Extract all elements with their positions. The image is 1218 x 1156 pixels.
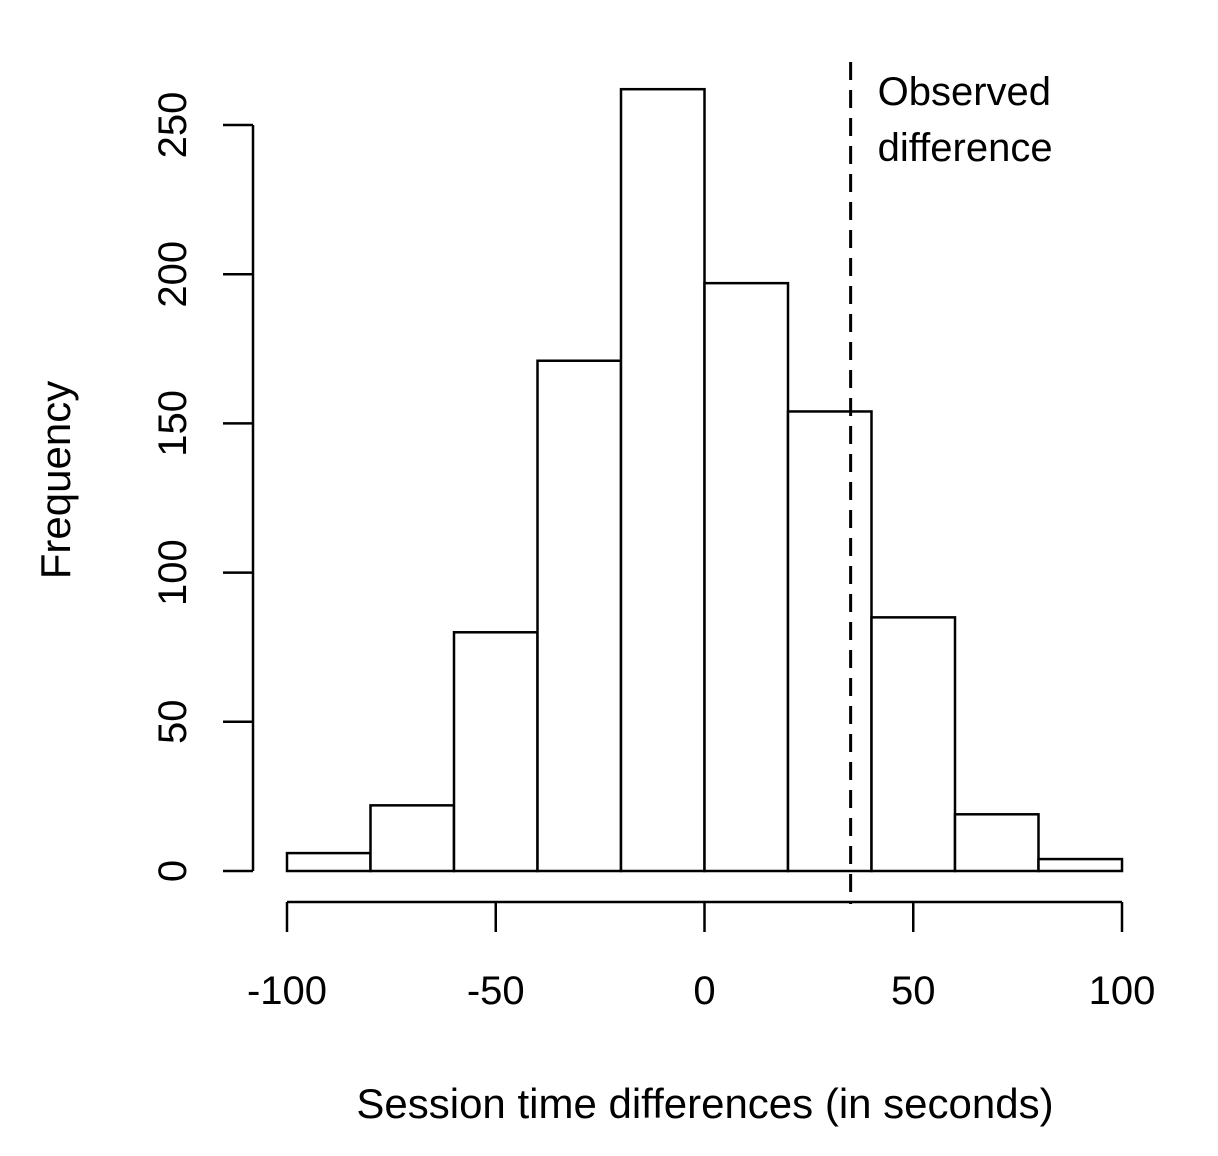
histogram-bar-9 [1037, 857, 1124, 873]
y-axis: 0 50 100 150 200 250 [151, 92, 255, 882]
y-tick-label-100: 100 [151, 539, 195, 606]
observed-difference-label-line-1: difference [878, 126, 1053, 170]
y-tick-label-0: 0 [151, 860, 195, 882]
histogram-bar-7 [870, 616, 957, 873]
histogram-bar-6 [786, 410, 873, 873]
y-tick-label-250: 250 [151, 92, 195, 159]
x-axis: -100 -50 0 50 100 [247, 900, 1156, 1013]
x-tick-label--50: -50 [467, 969, 525, 1013]
x-tick-label--100: -100 [247, 969, 327, 1013]
observed-difference-label-line-0: Observed [878, 70, 1051, 114]
histogram-bar-2 [452, 631, 539, 873]
histogram-bar-0 [285, 851, 372, 873]
y-axis-title: Frequency [32, 381, 79, 579]
reference-line-group: Observed difference [849, 62, 1053, 904]
y-tick-label-50: 50 [151, 700, 195, 745]
y-tick-label-150: 150 [151, 390, 195, 457]
x-tick-label-50: 50 [891, 969, 936, 1013]
histogram-bar-5 [703, 281, 790, 873]
histogram-bar-4 [619, 87, 706, 873]
histogram-bar-3 [536, 359, 623, 873]
histogram-bar-1 [369, 804, 456, 873]
x-tick-label-100: 100 [1089, 969, 1156, 1013]
x-tick-label-0: 0 [693, 969, 715, 1013]
histogram-bar-8 [953, 813, 1040, 873]
y-tick-label-200: 200 [151, 241, 195, 308]
x-axis-title: Session time differences (in seconds) [356, 1080, 1053, 1127]
histogram-bars [285, 87, 1124, 873]
